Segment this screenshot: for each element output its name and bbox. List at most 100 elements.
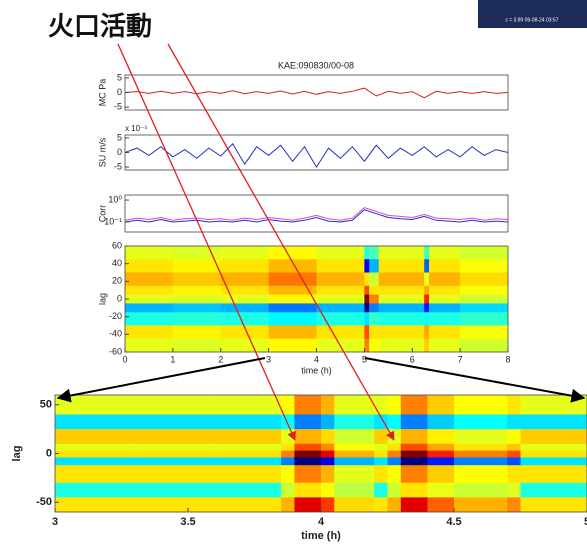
cell xyxy=(412,339,424,353)
y-tick-label: -5 xyxy=(114,101,122,111)
cell xyxy=(507,415,521,430)
cell xyxy=(374,429,388,444)
cell xyxy=(460,312,508,326)
cell xyxy=(269,312,317,326)
y-tick-label: 0 xyxy=(117,293,122,303)
cell xyxy=(424,295,429,304)
cell xyxy=(379,246,413,260)
cell xyxy=(427,465,454,483)
cell xyxy=(388,395,402,415)
cell xyxy=(334,451,374,458)
x-tick-label: 3.5 xyxy=(180,516,195,528)
cell xyxy=(215,451,282,458)
cell xyxy=(125,303,173,312)
cell xyxy=(135,497,215,512)
cell xyxy=(429,326,460,340)
cell xyxy=(429,259,460,273)
cell xyxy=(427,415,454,430)
cell xyxy=(334,483,374,498)
cell xyxy=(429,246,460,260)
cell xyxy=(412,312,424,326)
cell xyxy=(269,303,317,312)
cell xyxy=(521,395,587,415)
zoom-arrow xyxy=(58,358,265,398)
y-tick-label: 5 xyxy=(117,72,122,82)
y-axis-label: Corr xyxy=(97,205,107,223)
cell xyxy=(379,303,413,312)
cell xyxy=(55,465,135,483)
cell xyxy=(55,415,135,430)
cell xyxy=(125,326,173,340)
cell xyxy=(55,497,135,512)
y-tick-label: 5 xyxy=(117,132,122,142)
cell xyxy=(55,444,135,451)
cell xyxy=(412,246,424,260)
cell xyxy=(125,312,173,326)
cell xyxy=(424,303,429,312)
cell xyxy=(369,312,379,326)
cell xyxy=(281,465,295,483)
x-tick-label: 5 xyxy=(362,354,367,364)
cell xyxy=(427,451,454,458)
cell xyxy=(215,444,282,451)
x-tick-label: 7 xyxy=(458,354,463,364)
cell xyxy=(412,259,424,273)
cell xyxy=(424,312,429,326)
cell xyxy=(281,497,295,512)
cell xyxy=(221,246,269,260)
y-tick-label: -20 xyxy=(109,311,122,321)
cell xyxy=(269,286,317,295)
cell xyxy=(135,415,215,430)
cell xyxy=(427,395,454,415)
cell xyxy=(401,451,428,458)
cell xyxy=(429,286,460,295)
cell xyxy=(334,415,374,430)
x-tick-label: 4.5 xyxy=(446,516,461,528)
cell xyxy=(269,326,317,340)
cell xyxy=(125,339,173,353)
cell xyxy=(321,457,335,465)
cell xyxy=(294,415,321,430)
cell xyxy=(294,395,321,415)
cell xyxy=(427,457,454,465)
cell xyxy=(294,465,321,483)
cell xyxy=(401,429,428,444)
cell xyxy=(424,326,429,340)
cell xyxy=(221,295,269,304)
cell xyxy=(215,395,282,415)
cell xyxy=(401,444,428,451)
cell xyxy=(317,273,365,287)
cell xyxy=(460,295,508,304)
cell xyxy=(521,415,587,430)
cell xyxy=(379,326,413,340)
cell xyxy=(281,444,295,451)
cell xyxy=(460,326,508,340)
x-tick-label: 8 xyxy=(505,354,510,364)
cell xyxy=(369,339,379,353)
cell xyxy=(374,457,388,465)
cell xyxy=(173,326,221,340)
cell xyxy=(317,295,365,304)
cell xyxy=(521,497,587,512)
cell xyxy=(507,457,521,465)
cell xyxy=(135,444,215,451)
y-tick-label: 0 xyxy=(46,447,52,459)
cell xyxy=(454,457,508,465)
cell xyxy=(521,429,587,444)
y-tick-label: 20 xyxy=(112,276,122,286)
cell xyxy=(388,497,402,512)
y-tick-label: -60 xyxy=(109,346,122,356)
y-tick-label: -50 xyxy=(36,496,52,508)
cell xyxy=(521,465,587,483)
scale-label: x 10⁻⁵ xyxy=(125,124,148,133)
cell xyxy=(364,286,369,295)
cell xyxy=(388,451,402,458)
cell xyxy=(294,483,321,498)
annotation: 火口活動 xyxy=(48,11,152,41)
cell xyxy=(388,444,402,451)
cell xyxy=(317,246,365,260)
cell xyxy=(215,415,282,430)
cell xyxy=(135,395,215,415)
cell xyxy=(460,303,508,312)
cell xyxy=(135,429,215,444)
